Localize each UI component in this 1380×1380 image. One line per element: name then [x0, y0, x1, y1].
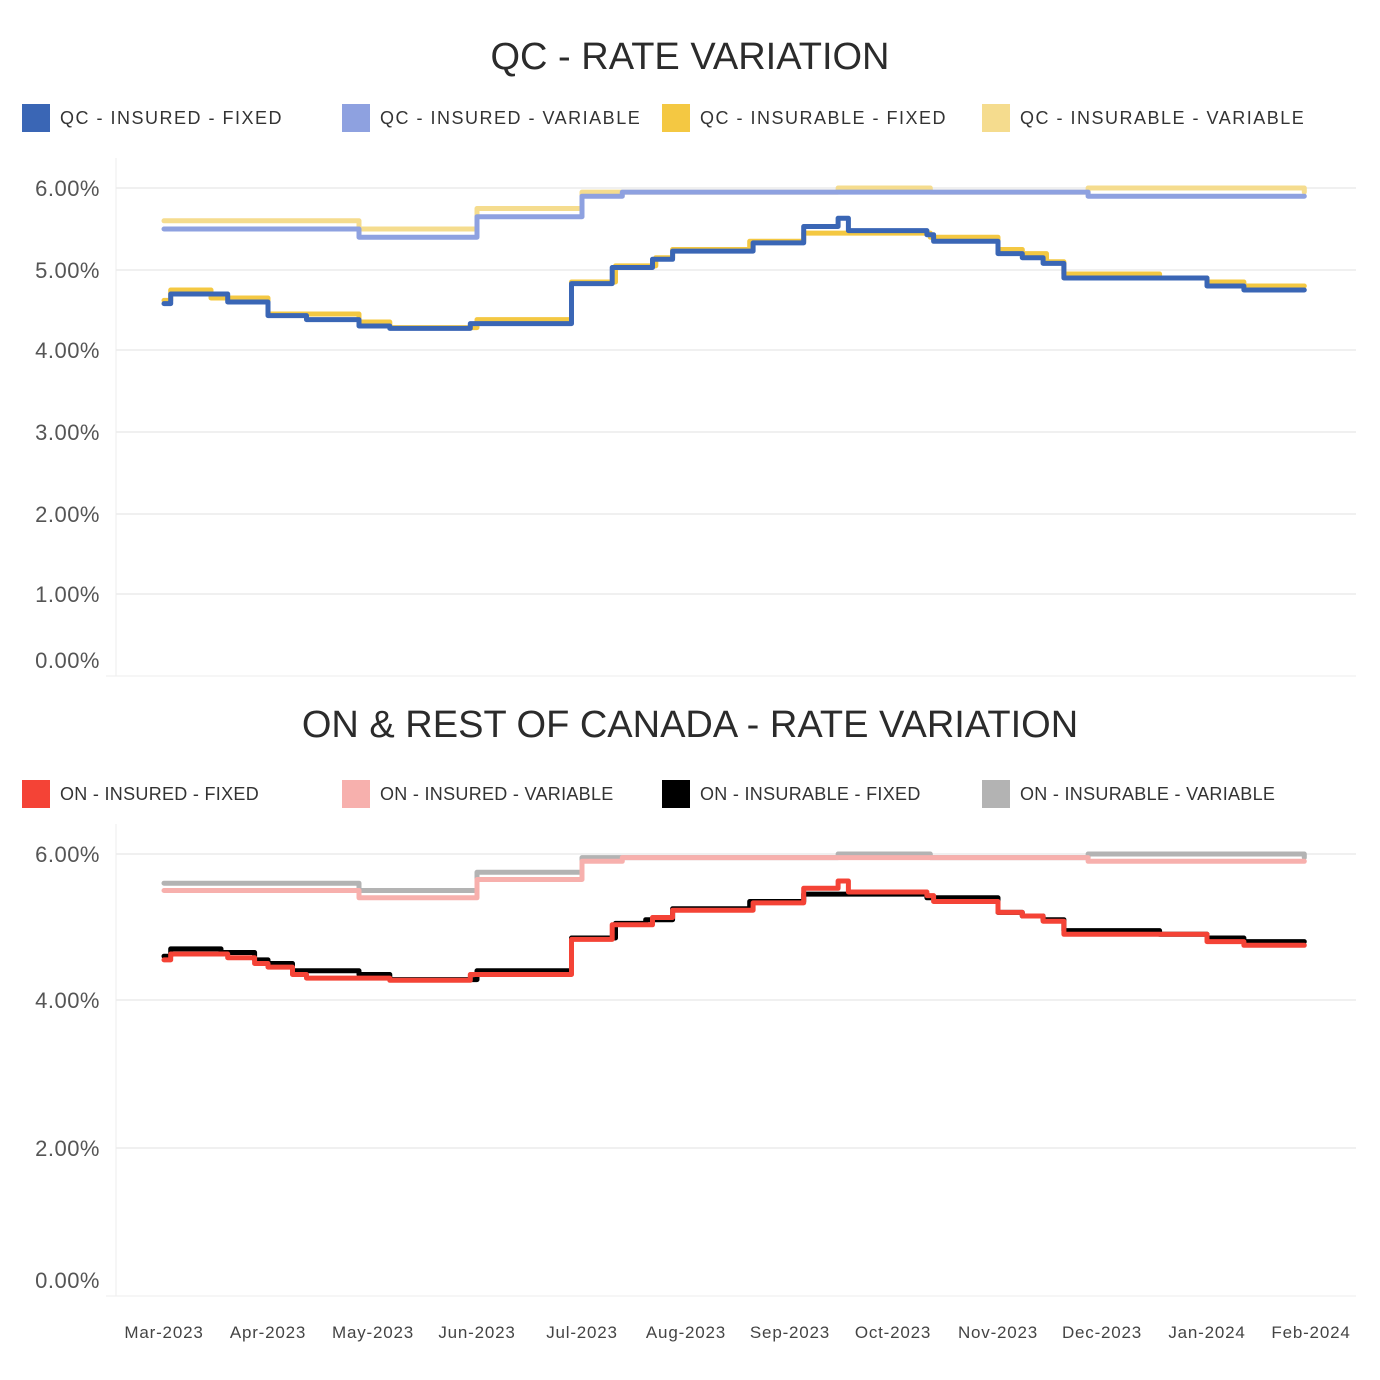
- legend-label: QC - INSURED - VARIABLE: [380, 108, 642, 128]
- legend-swatch: [662, 104, 690, 132]
- y-tick-label: 2.00%: [35, 1136, 100, 1161]
- y-tick-label: 4.00%: [35, 988, 100, 1013]
- x-tick-label: Dec-2023: [1062, 1323, 1142, 1342]
- legend-swatch: [982, 780, 1010, 808]
- legend-swatch: [342, 780, 370, 808]
- y-tick-label: 3.00%: [35, 420, 100, 445]
- y-tick-label: 0.00%: [35, 648, 100, 673]
- x-tick-label: Jan-2024: [1168, 1323, 1245, 1342]
- legend-swatch: [342, 104, 370, 132]
- legend-swatch: [22, 104, 50, 132]
- y-tick-label: 2.00%: [35, 502, 100, 527]
- y-tick-label: 6.00%: [35, 176, 100, 201]
- legend-swatch: [982, 104, 1010, 132]
- x-tick-label: Nov-2023: [958, 1323, 1038, 1342]
- series-line: [161, 189, 1307, 240]
- legend-swatch: [22, 780, 50, 808]
- x-tick-label: Jul-2023: [546, 1323, 618, 1342]
- chart-title-qc: QC - RATE VARIATION: [490, 36, 890, 78]
- x-tick-label: Feb-2024: [1271, 1323, 1350, 1342]
- legend-label: QC - INSURABLE - VARIABLE: [1020, 108, 1306, 128]
- legend-label: QC - INSURED - FIXED: [60, 108, 284, 128]
- x-tick-label: Sep-2023: [750, 1323, 830, 1342]
- y-tick-label: 4.00%: [35, 338, 100, 363]
- x-tick-label: Aug-2023: [646, 1323, 726, 1342]
- series-line: [161, 855, 1307, 901]
- y-tick-label: 5.00%: [35, 258, 100, 283]
- series-line: [161, 878, 1307, 983]
- legend-label: ON - INSURED - VARIABLE: [380, 784, 614, 804]
- legend-label: ON - INSURABLE - FIXED: [700, 784, 921, 804]
- x-tick-label: Mar-2023: [124, 1323, 203, 1342]
- x-tick-label: Apr-2023: [230, 1323, 306, 1342]
- chart-title-on: ON & REST OF CANADA - RATE VARIATION: [301, 704, 1079, 746]
- x-tick-label: Oct-2023: [855, 1323, 931, 1342]
- y-tick-label: 1.00%: [35, 582, 100, 607]
- y-tick-label: 0.00%: [35, 1268, 100, 1293]
- series-line: [161, 891, 1307, 983]
- legend-swatch: [662, 780, 690, 808]
- y-tick-label: 6.00%: [35, 842, 100, 867]
- legend-label: ON - INSURABLE - VARIABLE: [1020, 784, 1276, 804]
- series-line: [161, 215, 1307, 331]
- x-tick-label: Jun-2023: [438, 1323, 515, 1342]
- legend-label: QC - INSURABLE - FIXED: [700, 108, 948, 128]
- legend-label: ON - INSURED - FIXED: [60, 784, 260, 804]
- x-tick-label: May-2023: [332, 1323, 414, 1342]
